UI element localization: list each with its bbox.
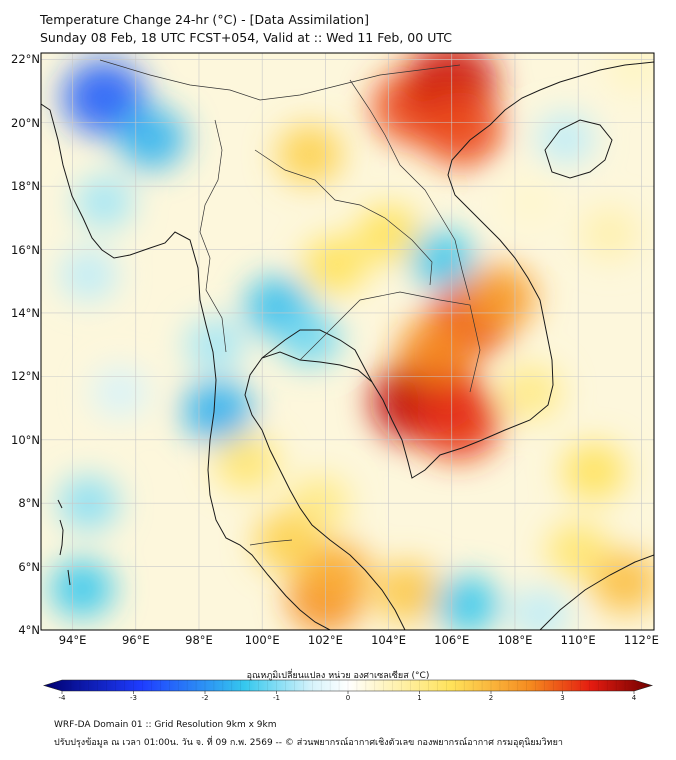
forecast-valid-time: Sunday 08 Feb, 18 UTC FCST+054, Valid at… <box>40 30 452 45</box>
longitude-label: 108°E <box>497 633 533 647</box>
longitude-label: 110°E <box>560 633 596 647</box>
longitude-label: 106°E <box>434 633 470 647</box>
latitude-label: 22°N <box>11 52 40 67</box>
graticule <box>41 53 654 630</box>
anomaly-blob <box>74 175 134 229</box>
anomaly-blob <box>254 511 321 572</box>
mainland-coastline <box>41 61 654 630</box>
latitude-label: 8°N <box>18 496 40 511</box>
thailand-laos-border <box>254 149 433 286</box>
longitude-label: 94°E <box>58 633 87 647</box>
anomaly-blob <box>415 382 501 460</box>
longitude-label: 96°E <box>121 633 150 647</box>
latitude-label: 6°N <box>18 559 40 574</box>
map-title: Temperature Change 24-hr (°C) - [Data As… <box>40 12 369 27</box>
anomaly-blob <box>606 53 654 92</box>
colorbar-tick-label: -4 <box>58 694 66 702</box>
hainan-island <box>544 119 613 179</box>
update-credit: ปรับปรุงข้อมูล ณ เวลา 01:00น. วัน จ. ที่… <box>54 738 563 748</box>
anomaly-blob <box>536 112 595 165</box>
anomaly-blob <box>462 263 536 331</box>
colorbar-tick-label: -3 <box>130 694 137 702</box>
latitude-label: 20°N <box>11 115 40 130</box>
anomaly-blob <box>511 588 570 630</box>
myanmar-thailand-border <box>199 119 227 353</box>
anomaly-blob <box>59 248 118 302</box>
anomaly-blob <box>561 442 626 501</box>
colorbar-ticks <box>61 680 635 694</box>
latitude-label: 4°N <box>18 623 40 637</box>
borneo-coast <box>539 554 654 630</box>
colorbar-tick-label: 0 <box>345 694 351 702</box>
latitude-label: 18°N <box>11 179 40 194</box>
anomaly-blob <box>419 91 503 167</box>
anomaly-blob <box>302 236 367 295</box>
anomaly-blob <box>502 176 560 228</box>
colorbar-tick-label: -1 <box>273 694 280 702</box>
anomaly-blob <box>591 551 654 614</box>
andaman-islands <box>57 499 71 586</box>
anomaly-blob <box>50 559 115 618</box>
malaysia-thailand-border <box>249 539 293 546</box>
anomaly-blob <box>397 316 474 386</box>
latitude-label: 16°N <box>11 242 40 257</box>
country-borders <box>99 59 481 546</box>
anomaly-blob <box>580 207 640 261</box>
temperature-anomaly-field <box>50 53 654 630</box>
anomaly-blob <box>62 59 146 135</box>
colorbar-tick-label: 1 <box>417 694 422 702</box>
china-border <box>99 59 461 101</box>
colorbar <box>42 679 654 694</box>
coastlines-and-borders <box>41 61 654 630</box>
colorbar-tick-label: 3 <box>560 694 565 702</box>
anomaly-blob <box>91 366 149 418</box>
longitude-label: 100°E <box>244 633 280 647</box>
vietnam-laos-border <box>349 79 471 301</box>
map-frame <box>40 52 655 631</box>
colorbar-tick-label: 4 <box>631 694 637 702</box>
latitude-label: 14°N <box>11 305 40 320</box>
model-info: WRF-DA Domain 01 :: Grid Resolution 9km … <box>54 720 277 730</box>
colorbar-tick-label: -2 <box>201 694 209 702</box>
longitude-label: 102°E <box>307 633 343 647</box>
latitude-label: 12°N <box>11 369 40 384</box>
anomaly-blob <box>373 561 442 623</box>
anomaly-blob <box>299 540 371 605</box>
anomaly-blob <box>278 310 341 367</box>
anomaly-blob <box>276 124 343 185</box>
anomaly-blob <box>435 575 500 630</box>
colorbar-tick-label: 2 <box>488 694 494 702</box>
anomaly-blob <box>185 318 245 372</box>
anomaly-blob <box>182 379 253 443</box>
anomaly-blob <box>410 230 475 288</box>
latitude-label: 10°N <box>11 432 40 447</box>
cambodia-border <box>299 291 481 393</box>
anomaly-blob <box>214 433 278 491</box>
gulf-of-thailand-coast <box>261 329 373 383</box>
longitude-label: 104°E <box>371 633 407 647</box>
longitude-label: 112°E <box>623 633 659 647</box>
anomaly-blob <box>117 107 186 170</box>
colorbar-title: อุณหภูมิเปลี่ยนแปลง หน่วย องศาเซลเซียส (… <box>246 671 430 681</box>
longitude-label: 98°E <box>185 633 213 647</box>
